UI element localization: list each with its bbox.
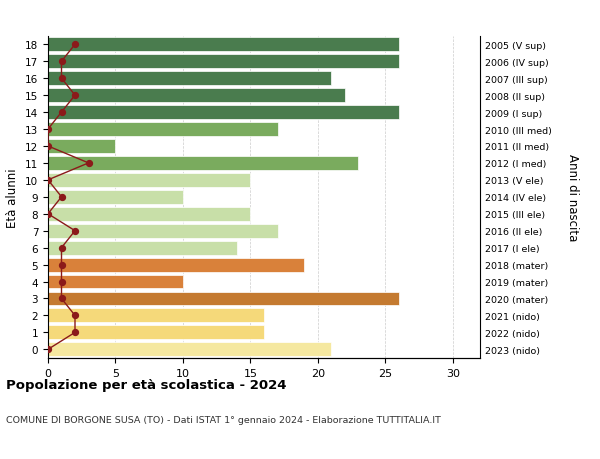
Point — [70, 312, 80, 319]
Point — [56, 295, 67, 302]
Point — [56, 194, 67, 201]
Point — [84, 160, 94, 167]
Y-axis label: Età alunni: Età alunni — [7, 168, 19, 227]
Point — [56, 278, 67, 285]
Bar — [48, 174, 251, 187]
Point — [56, 261, 67, 269]
Bar — [48, 224, 277, 238]
Point — [70, 228, 80, 235]
Bar — [48, 309, 264, 323]
Bar — [48, 326, 264, 340]
Point — [70, 41, 80, 49]
Bar — [48, 241, 237, 255]
Bar — [48, 89, 345, 103]
Bar — [48, 342, 331, 357]
Point — [43, 177, 53, 184]
Text: Popolazione per età scolastica - 2024: Popolazione per età scolastica - 2024 — [6, 379, 287, 392]
Point — [70, 92, 80, 100]
Point — [43, 346, 53, 353]
Bar — [48, 275, 183, 289]
Point — [56, 58, 67, 66]
Point — [70, 329, 80, 336]
Point — [56, 245, 67, 252]
Point — [43, 143, 53, 150]
Bar — [48, 140, 115, 154]
Point — [43, 211, 53, 218]
Bar — [48, 190, 183, 204]
Point — [56, 75, 67, 83]
Bar — [48, 38, 399, 52]
Point — [56, 109, 67, 117]
Bar — [48, 157, 358, 170]
Bar — [48, 55, 399, 69]
Bar — [48, 72, 331, 86]
Bar — [48, 106, 399, 120]
Y-axis label: Anni di nascita: Anni di nascita — [566, 154, 578, 241]
Bar — [48, 123, 277, 137]
Bar — [48, 258, 304, 272]
Point — [43, 126, 53, 134]
Text: COMUNE DI BORGONE SUSA (TO) - Dati ISTAT 1° gennaio 2024 - Elaborazione TUTTITAL: COMUNE DI BORGONE SUSA (TO) - Dati ISTAT… — [6, 415, 441, 425]
Bar — [48, 207, 251, 221]
Bar — [48, 292, 399, 306]
